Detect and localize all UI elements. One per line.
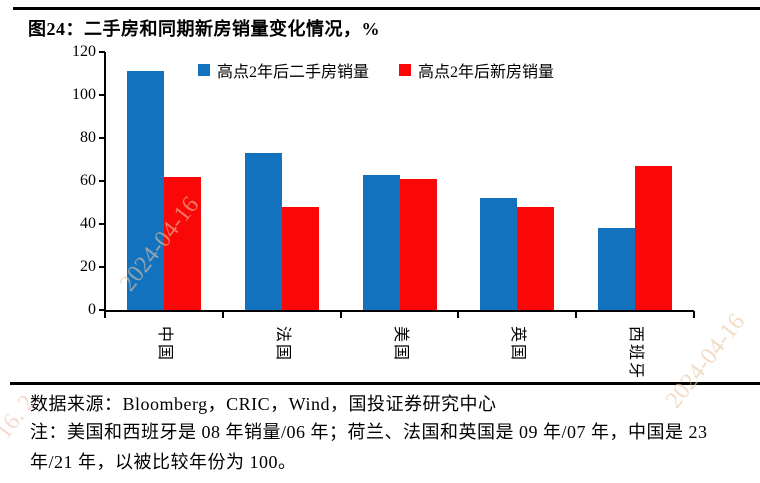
x-axis-tick [339, 311, 342, 318]
bar-secondhand-0 [127, 71, 164, 310]
y-axis-tick-label: 100 [72, 86, 96, 103]
x-axis-tick [693, 311, 695, 318]
y-axis-line [104, 52, 106, 312]
bottom-divider [10, 382, 760, 385]
figure-title: 图24：二手房和同期新房销量变化情况，% [28, 19, 380, 39]
legend-item: 高点2年后二手房销量 [198, 58, 369, 82]
bar-newhome-1 [282, 207, 319, 310]
date-watermark: 2024-04-16 [660, 309, 751, 414]
bar-secondhand-2 [363, 175, 400, 310]
x-axis-category-label: 法国 [274, 326, 291, 363]
top-divider [13, 7, 760, 10]
figure-note: 注：美国和西班牙是 08 年销量/06 年；荷兰、法国和英国是 09 年/07 … [30, 422, 708, 472]
legend-swatch-icon [198, 64, 210, 76]
x-axis-category-label: 美国 [392, 326, 409, 363]
y-axis-tick [99, 266, 105, 268]
y-axis-tick [99, 180, 105, 182]
bar-newhome-3 [517, 207, 554, 310]
x-axis-category-label: 英国 [509, 326, 526, 363]
x-axis-category-label: 西班牙 [627, 326, 644, 381]
legend-swatch-icon [399, 64, 412, 76]
data-source-line: 数据来源：Bloomberg，CRIC，Wind，国投证券研究中心 [30, 394, 497, 414]
bar-newhome-4 [635, 166, 672, 310]
y-axis-tick [99, 94, 105, 96]
y-axis-tick-label: 80 [80, 129, 96, 146]
y-axis-tick-label: 20 [80, 258, 96, 275]
chart-legend: 高点2年后二手房销量 高点2年后新房销量 [198, 58, 554, 82]
y-axis-tick-label: 120 [72, 43, 96, 60]
bar-secondhand-4 [598, 228, 635, 310]
bar-secondhand-3 [480, 198, 517, 310]
x-axis-tick [457, 311, 460, 318]
x-axis-tick [575, 311, 578, 318]
x-axis-category-label: 中国 [156, 326, 173, 363]
legend-label: 高点2年后二手房销量 [217, 64, 370, 81]
x-axis-tick [221, 311, 224, 318]
y-axis-tick [99, 223, 105, 225]
y-axis-tick-label: 40 [80, 215, 96, 232]
y-axis-tick-label: 60 [80, 172, 96, 189]
legend-item: 高点2年后新房销量 [399, 58, 554, 82]
y-axis-tick-label: 0 [88, 301, 96, 318]
y-axis-tick [99, 51, 105, 53]
legend-label: 高点2年后新房销量 [418, 64, 555, 81]
bar-newhome-0 [164, 177, 201, 310]
bar-newhome-2 [400, 179, 437, 310]
x-axis-tick [104, 311, 106, 318]
y-axis-tick [99, 309, 105, 311]
bar-secondhand-1 [245, 153, 282, 310]
x-axis-line [104, 310, 694, 312]
y-axis-tick [99, 137, 105, 139]
